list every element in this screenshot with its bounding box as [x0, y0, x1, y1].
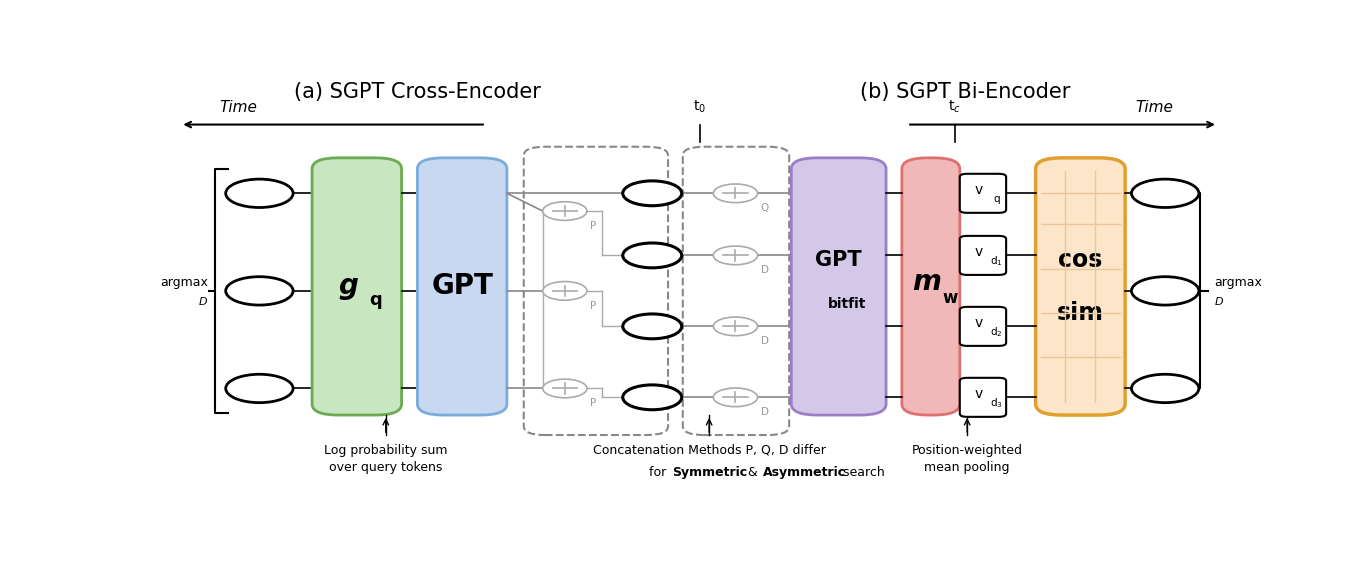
Text: s$_1$: s$_1$	[1158, 184, 1173, 200]
Text: sim: sim	[1057, 301, 1104, 325]
Text: D: D	[1215, 297, 1223, 307]
Circle shape	[226, 374, 294, 403]
Text: t$_c$: t$_c$	[949, 98, 961, 115]
Circle shape	[226, 276, 294, 305]
Text: argmax: argmax	[160, 275, 208, 289]
Text: d$_1$: d$_1$	[991, 254, 1003, 268]
Text: d$_2$: d$_2$	[991, 325, 1003, 339]
Circle shape	[713, 184, 757, 203]
FancyBboxPatch shape	[791, 158, 886, 415]
Text: t$_0$: t$_0$	[693, 98, 707, 115]
Text: Position-weighted
mean pooling: Position-weighted mean pooling	[912, 444, 1023, 474]
Text: cos: cos	[1059, 248, 1102, 272]
Text: s$_2$: s$_2$	[1158, 282, 1173, 297]
Text: v: v	[974, 316, 983, 330]
Circle shape	[226, 179, 294, 207]
Text: GPT: GPT	[431, 272, 493, 301]
FancyBboxPatch shape	[959, 174, 1006, 213]
Text: v: v	[974, 386, 983, 401]
Text: P: P	[590, 221, 597, 231]
Text: GPT: GPT	[815, 250, 862, 270]
Text: q: q	[993, 194, 1000, 204]
FancyBboxPatch shape	[1036, 158, 1125, 415]
Circle shape	[542, 282, 587, 300]
Text: Concatenation Methods P, Q, D differ: Concatenation Methods P, Q, D differ	[593, 444, 825, 457]
FancyBboxPatch shape	[959, 236, 1006, 275]
Text: s$_3$: s$_3$	[251, 379, 268, 395]
Text: Time: Time	[219, 100, 257, 115]
Text: q: q	[370, 291, 382, 309]
Text: argmax: argmax	[1215, 275, 1263, 289]
Text: Log probability sum
over query tokens: Log probability sum over query tokens	[323, 444, 447, 474]
Text: s$_3$: s$_3$	[1157, 379, 1173, 395]
Text: for: for	[650, 466, 670, 479]
Circle shape	[713, 246, 757, 265]
Text: D: D	[761, 336, 769, 346]
Text: bitfit: bitfit	[828, 297, 866, 311]
Circle shape	[713, 388, 757, 407]
Text: w: w	[942, 289, 958, 306]
Text: P: P	[590, 301, 597, 310]
Text: D: D	[761, 265, 769, 275]
Circle shape	[713, 317, 757, 336]
Circle shape	[622, 314, 682, 339]
Text: m: m	[912, 268, 940, 296]
Text: Time: Time	[1136, 100, 1174, 115]
Text: v: v	[974, 183, 983, 197]
Circle shape	[1132, 276, 1199, 305]
Text: &: &	[743, 466, 761, 479]
Circle shape	[542, 379, 587, 398]
FancyBboxPatch shape	[959, 378, 1006, 417]
FancyBboxPatch shape	[417, 158, 507, 415]
FancyBboxPatch shape	[959, 307, 1006, 346]
Text: g: g	[338, 272, 359, 301]
Circle shape	[622, 385, 682, 410]
Text: Asymmetric: Asymmetric	[762, 466, 845, 479]
Text: d$_3$: d$_3$	[643, 387, 660, 406]
Text: P: P	[590, 398, 597, 408]
Text: Q: Q	[761, 203, 769, 213]
Circle shape	[1132, 179, 1199, 207]
Text: D: D	[761, 407, 769, 417]
Text: d$_3$: d$_3$	[991, 396, 1003, 410]
Text: s$_2$: s$_2$	[251, 282, 268, 297]
Circle shape	[622, 181, 682, 206]
Text: q: q	[647, 185, 658, 200]
Text: Symmetric: Symmetric	[673, 466, 747, 479]
FancyBboxPatch shape	[902, 158, 959, 415]
Circle shape	[622, 243, 682, 268]
Circle shape	[542, 202, 587, 221]
FancyBboxPatch shape	[313, 158, 402, 415]
Text: D: D	[200, 297, 208, 307]
Text: s$_1$: s$_1$	[251, 184, 268, 200]
Text: search: search	[839, 466, 885, 479]
Text: (b) SGPT Bi-Encoder: (b) SGPT Bi-Encoder	[860, 82, 1071, 103]
Text: d$_2$: d$_2$	[644, 316, 660, 335]
Text: (a) SGPT Cross-Encoder: (a) SGPT Cross-Encoder	[294, 82, 541, 103]
Circle shape	[1132, 374, 1199, 403]
Text: d$_1$: d$_1$	[643, 245, 660, 264]
Text: v: v	[974, 245, 983, 259]
